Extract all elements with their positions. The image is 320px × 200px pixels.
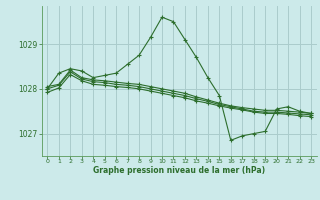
X-axis label: Graphe pression niveau de la mer (hPa): Graphe pression niveau de la mer (hPa) <box>93 166 265 175</box>
